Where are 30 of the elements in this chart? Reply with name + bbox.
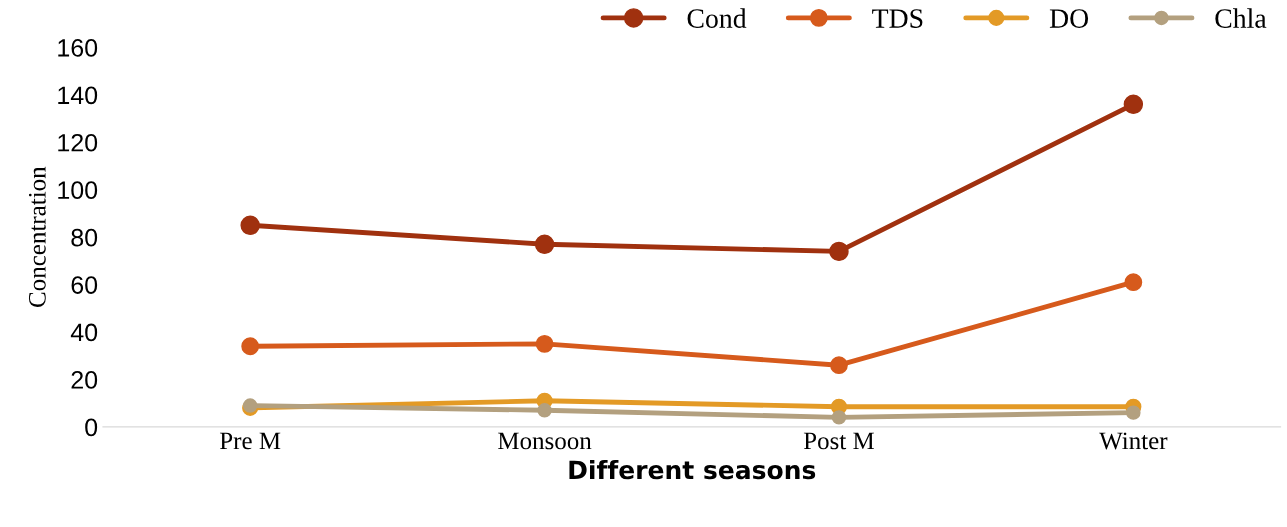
legend-label: DO (1049, 9, 1089, 28)
y-tick-label: 100 (58, 181, 98, 200)
y-tick-label: 120 (58, 133, 98, 152)
point (241, 337, 260, 356)
x-tick-label: Monsoon (498, 432, 592, 450)
y-tick-label: 80 (71, 228, 98, 247)
point (1123, 94, 1144, 115)
y-tick-label: 20 (71, 371, 98, 389)
point (831, 410, 847, 425)
y-tick-label: 0 (85, 418, 98, 437)
y-tick-label: 160 (58, 39, 98, 57)
point (1124, 273, 1143, 292)
point (537, 403, 552, 418)
x-tick-label: Pre M (219, 432, 281, 450)
point (534, 234, 555, 254)
y-axis-title: Concentration (28, 166, 46, 307)
point (535, 334, 554, 353)
legend-label: TDS (872, 9, 923, 28)
point (240, 215, 260, 236)
legend-label: Cond (687, 8, 747, 28)
legend-label: Chla (1215, 8, 1267, 28)
point (829, 241, 849, 262)
x-tick-label: Winter (1099, 432, 1168, 450)
x-axis-title: Different seasons (569, 459, 816, 480)
x-tick-label: Post M (803, 432, 875, 450)
y-tick-label: 40 (70, 323, 98, 342)
point (1126, 405, 1141, 420)
y-tick-label: 140 (58, 86, 98, 105)
point (830, 356, 848, 375)
y-tick-label: 60 (71, 276, 98, 294)
